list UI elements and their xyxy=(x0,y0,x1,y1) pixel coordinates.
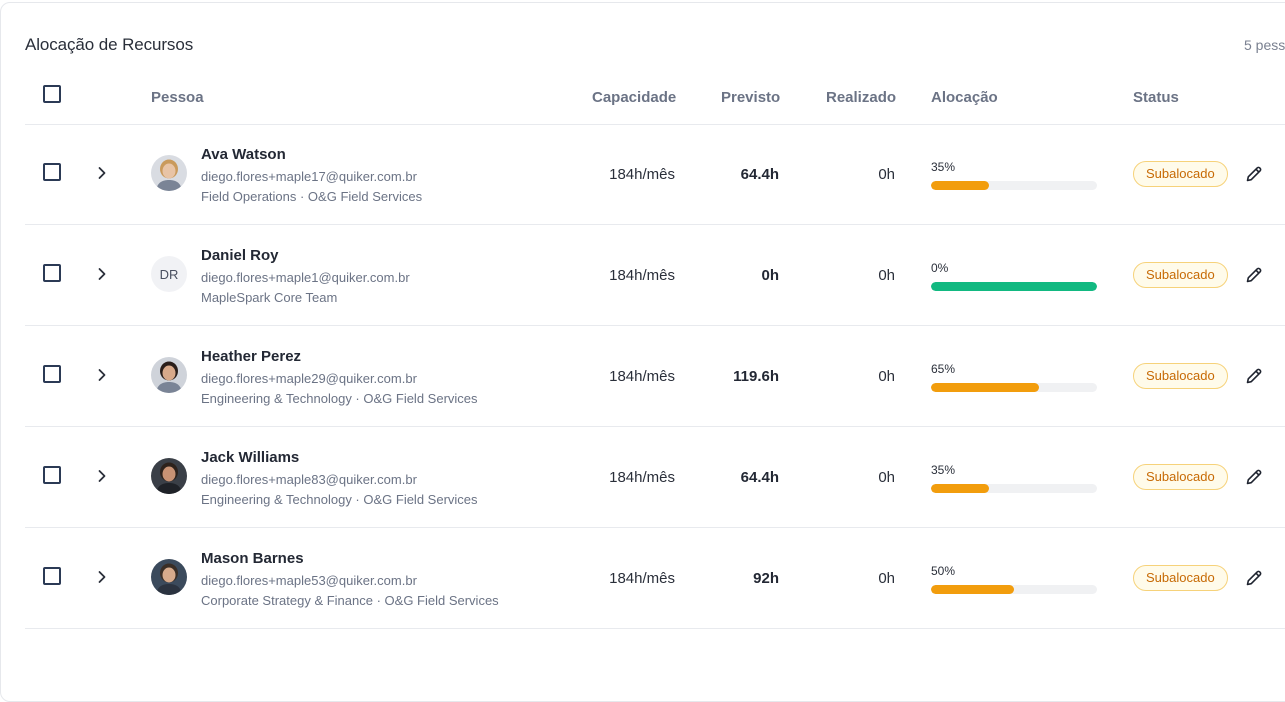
capacity-value: 184h/mês xyxy=(609,570,675,587)
planned-hours: 0h xyxy=(761,267,779,284)
column-header-status[interactable]: Status xyxy=(1133,89,1179,106)
planned-hours: 119.6h xyxy=(733,368,779,385)
column-header-pessoa[interactable]: Pessoa xyxy=(151,89,204,106)
avatar xyxy=(151,357,187,393)
pencil-icon[interactable] xyxy=(1244,164,1264,184)
status-badge: Subalocado xyxy=(1133,464,1228,490)
column-header-alocacao[interactable]: Alocação xyxy=(931,89,998,106)
capacity-value: 184h/mês xyxy=(609,267,675,284)
person-email: diego.flores+maple29@quiker.com.br xyxy=(201,371,417,386)
row-checkbox[interactable] xyxy=(43,567,61,585)
select-all-checkbox[interactable] xyxy=(43,85,61,103)
person-department: Engineering & Technology · O&G Field Ser… xyxy=(201,391,478,406)
allocation-bar-fill xyxy=(931,383,1039,392)
row-checkbox[interactable] xyxy=(43,264,61,282)
person-email: diego.flores+maple53@quiker.com.br xyxy=(201,573,417,588)
planned-hours: 64.4h xyxy=(740,166,779,183)
column-header-realizado[interactable]: Realizado xyxy=(826,89,897,106)
person-email: diego.flores+maple17@quiker.com.br xyxy=(201,169,417,184)
actual-hours: 0h xyxy=(878,267,895,284)
person-email: diego.flores+maple1@quiker.com.br xyxy=(201,270,410,285)
allocation-percent: 35% xyxy=(931,463,956,477)
allocation-bar xyxy=(931,181,1097,190)
avatar-photo xyxy=(151,559,187,595)
capacity-value: 184h/mês xyxy=(609,469,675,486)
person-name[interactable]: Heather Perez xyxy=(201,348,302,365)
allocation-bar xyxy=(931,585,1097,594)
pencil-icon[interactable] xyxy=(1244,265,1264,285)
status-badge: Subalocado xyxy=(1133,565,1228,591)
actual-hours: 0h xyxy=(878,469,895,486)
allocation-bar xyxy=(931,282,1097,291)
avatar-initials: DR xyxy=(159,266,179,282)
person-name[interactable]: Jack Williams xyxy=(201,449,300,466)
chevron-right-icon[interactable] xyxy=(95,164,109,182)
allocation-bar-fill xyxy=(931,484,990,493)
chevron-right-icon[interactable] xyxy=(95,467,109,485)
actual-hours: 0h xyxy=(878,166,895,183)
avatar-photo xyxy=(151,458,187,494)
people-count: 5 pessoas xyxy=(1244,37,1285,53)
person-name[interactable]: Mason Barnes xyxy=(201,550,304,567)
person-department: Engineering & Technology · O&G Field Ser… xyxy=(201,492,478,507)
avatar xyxy=(151,155,187,191)
allocation-bar-fill xyxy=(931,181,990,190)
column-header-previsto[interactable]: Previsto xyxy=(721,89,781,106)
capacity-value: 184h/mês xyxy=(609,166,675,183)
pencil-icon[interactable] xyxy=(1244,467,1264,487)
avatar-photo xyxy=(151,155,187,191)
status-badge: Subalocado xyxy=(1133,262,1228,288)
row-checkbox[interactable] xyxy=(43,163,61,181)
table-row[interactable]: Ava Watson diego.flores+maple17@quiker.c… xyxy=(25,124,1285,225)
table-row[interactable]: DR Daniel Roy diego.flores+maple1@quiker… xyxy=(25,225,1285,326)
planned-hours: 64.4h xyxy=(740,469,779,486)
column-header-capacidade[interactable]: Capacidade xyxy=(592,89,677,106)
allocation-bar xyxy=(931,484,1097,493)
allocation-bar-fill xyxy=(931,585,1014,594)
person-department: Corporate Strategy & Finance · O&G Field… xyxy=(201,593,499,608)
person-name[interactable]: Daniel Roy xyxy=(201,247,279,264)
actual-hours: 0h xyxy=(878,368,895,385)
row-checkbox[interactable] xyxy=(43,365,61,383)
status-badge: Subalocado xyxy=(1133,363,1228,389)
page-title: Alocação de Recursos xyxy=(25,35,194,54)
avatar xyxy=(151,559,187,595)
chevron-right-icon[interactable] xyxy=(95,265,109,283)
allocation-percent: 65% xyxy=(931,362,956,376)
table-row[interactable]: Mason Barnes diego.flores+maple53@quiker… xyxy=(25,528,1285,629)
table-header: Pessoa Capacidade Previsto Realizado Alo… xyxy=(25,83,1285,125)
allocation-percent: 0% xyxy=(931,261,949,275)
capacity-value: 184h/mês xyxy=(609,368,675,385)
pencil-icon[interactable] xyxy=(1244,568,1264,588)
avatar: DR xyxy=(151,256,187,292)
table-row[interactable]: Heather Perez diego.flores+maple29@quike… xyxy=(25,326,1285,427)
allocation-bar-fill xyxy=(931,282,1097,291)
planned-hours: 92h xyxy=(753,570,779,587)
avatar xyxy=(151,458,187,494)
table-row[interactable]: Jack Williams diego.flores+maple83@quike… xyxy=(25,427,1285,528)
allocation-percent: 35% xyxy=(931,160,956,174)
avatar-photo xyxy=(151,357,187,393)
person-email: diego.flores+maple83@quiker.com.br xyxy=(201,472,417,487)
row-checkbox[interactable] xyxy=(43,466,61,484)
pencil-icon[interactable] xyxy=(1244,366,1264,386)
allocation-percent: 50% xyxy=(931,564,956,578)
person-name[interactable]: Ava Watson xyxy=(201,146,286,163)
person-department: Field Operations · O&G Field Services xyxy=(201,189,423,204)
actual-hours: 0h xyxy=(878,570,895,587)
status-badge: Subalocado xyxy=(1133,161,1228,187)
person-department: MapleSpark Core Team xyxy=(201,290,338,305)
chevron-right-icon[interactable] xyxy=(95,366,109,384)
chevron-right-icon[interactable] xyxy=(95,568,109,586)
allocation-bar xyxy=(931,383,1097,392)
